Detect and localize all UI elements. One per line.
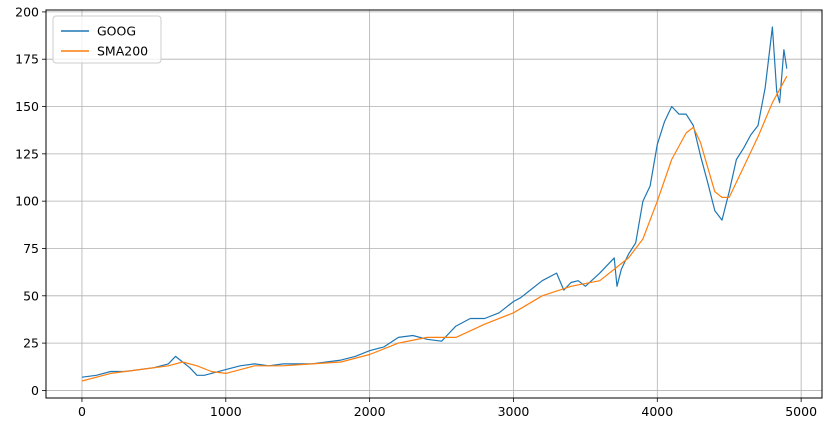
x-tick-label: 5000	[785, 404, 817, 419]
x-tick-label: 1000	[210, 404, 242, 419]
legend: GOOG SMA200	[52, 15, 162, 64]
axis-ticks: 0 1000 2000 3000 4000 5000 0 25 50 75 100 125 150 175…	[15, 4, 817, 419]
grid-lines	[46, 10, 822, 398]
plot-frame	[45, 9, 823, 399]
y-tick-label: 200	[15, 4, 39, 19]
y-tick-label: 125	[15, 146, 39, 161]
series-line-goog	[81, 26, 788, 378]
y-tick-label: 50	[23, 288, 39, 303]
x-tick-label: 4000	[641, 404, 673, 419]
y-tick-label: 0	[31, 383, 39, 398]
y-tick-label: 175	[15, 52, 39, 67]
y-tick-label: 25	[23, 336, 39, 351]
x-tick-label: 3000	[498, 404, 530, 419]
series-lines	[81, 26, 788, 382]
y-tick-label: 150	[15, 99, 39, 114]
x-tick-label: 2000	[354, 404, 386, 419]
legend-label: GOOG	[97, 24, 136, 39]
legend-label: SMA200	[97, 44, 148, 59]
y-tick-label: 75	[23, 241, 39, 256]
series-line-sma200	[81, 75, 788, 382]
y-tick-label: 100	[15, 194, 39, 209]
x-tick-label: 0	[78, 404, 86, 419]
